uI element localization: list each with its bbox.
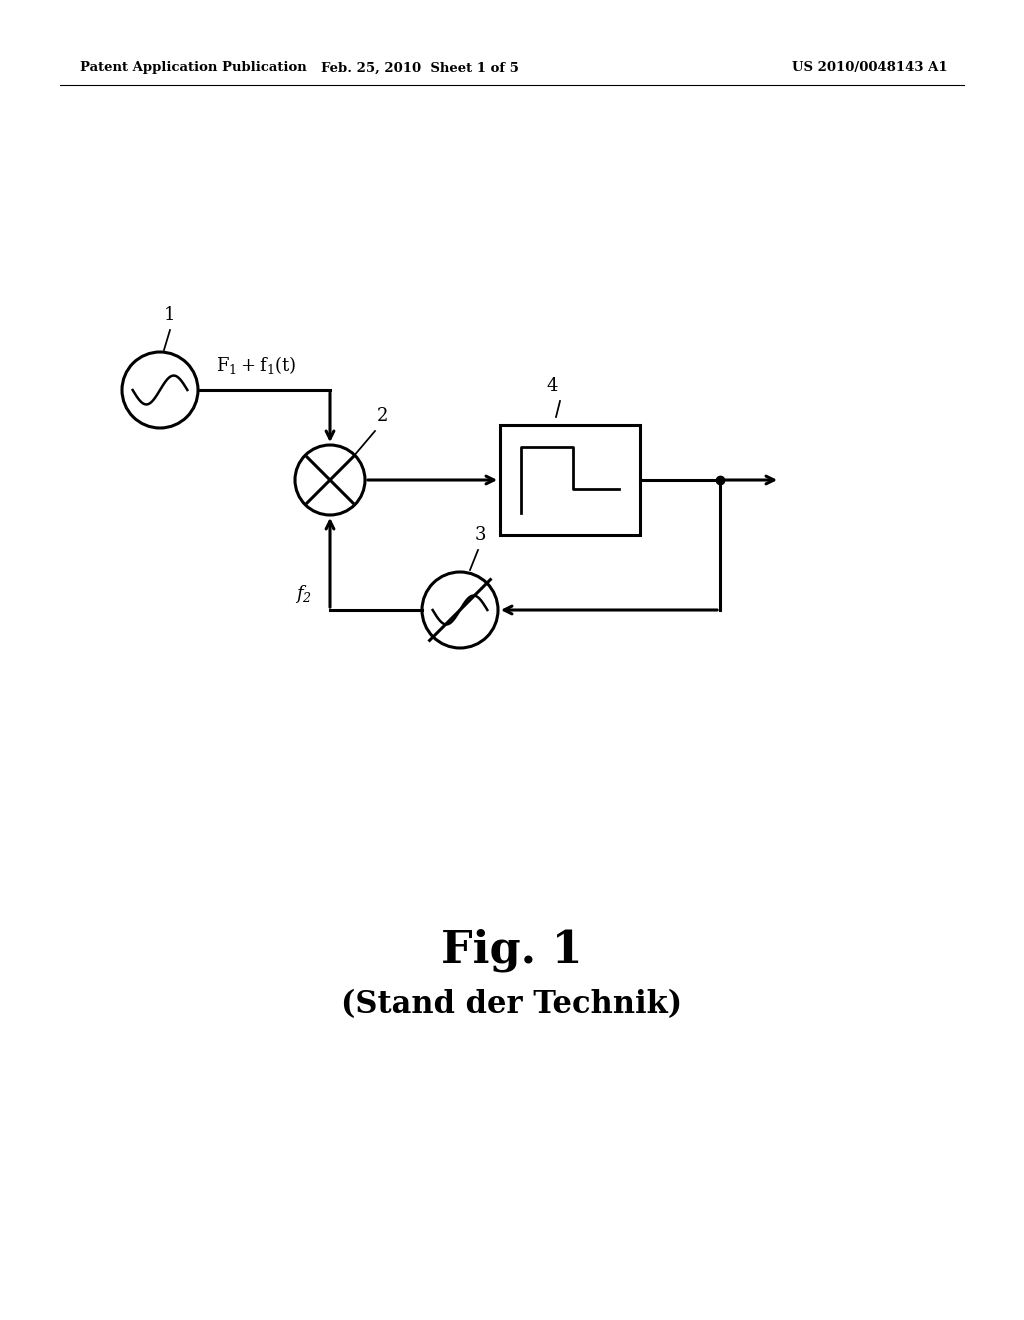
Text: Feb. 25, 2010  Sheet 1 of 5: Feb. 25, 2010 Sheet 1 of 5 [322,62,519,74]
Bar [500,425,640,535]
Text: 3: 3 [474,525,485,544]
Text: Patent Application Publication: Patent Application Publication [80,62,307,74]
Text: 1: 1 [164,306,176,323]
Text: 2: 2 [377,407,388,425]
Text: $\mathregular{F_1+f_1(t)}$: $\mathregular{F_1+f_1(t)}$ [216,354,297,376]
Text: Fig. 1: Fig. 1 [441,928,583,972]
Text: $\mathregular{f_2}$: $\mathregular{f_2}$ [295,583,312,605]
Text: 4: 4 [547,378,558,395]
Text: (Stand der Technik): (Stand der Technik) [341,990,683,1020]
Text: US 2010/0048143 A1: US 2010/0048143 A1 [793,62,948,74]
